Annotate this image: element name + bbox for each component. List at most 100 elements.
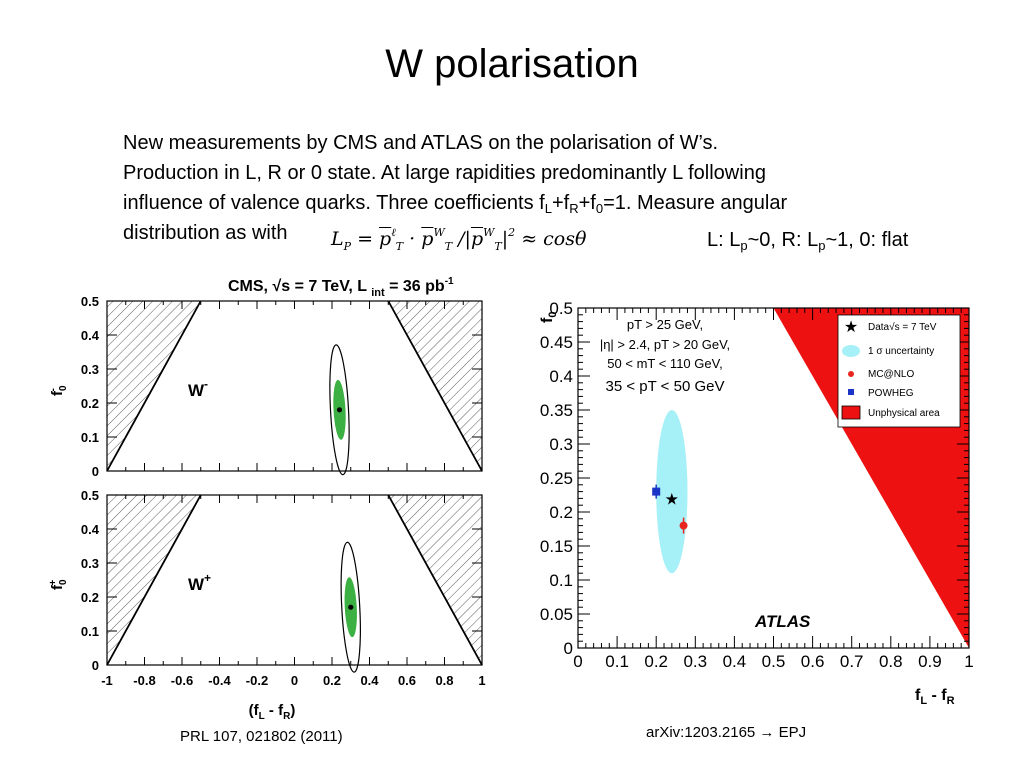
x-tick-label: 0.4 <box>723 652 747 671</box>
coeff-post: =1. Measure angular <box>603 192 788 214</box>
para-line-3: influence of valence quarks. Three coeff… <box>123 188 983 218</box>
para-line-2: Production in L, R or 0 state. At large … <box>123 162 766 184</box>
y-tick-label: 0.2 <box>549 503 573 522</box>
cms-figure: CMS, √s = 7 TeV, L int = 36 pb-1 0 0.1 0.2… <box>40 265 492 725</box>
x-tick-label: 1 <box>964 652 973 671</box>
limits-r-sub: p <box>818 238 826 253</box>
data-point-star: ★ <box>665 491 679 508</box>
y-tick-label: 0.4 <box>81 328 100 343</box>
boundary-right <box>387 300 483 472</box>
uncertainty-ellipse <box>656 410 688 574</box>
atlas-axes: 0 0.05 0.1 0.15 0.2 0.25 0.3 0.35 0.4 0.45 0.5 0 0.1… <box>539 299 974 707</box>
y-tick-label: 0.5 <box>81 294 99 309</box>
x-tick-label: -0.6 <box>171 673 193 688</box>
y-tick-label: 0.5 <box>549 299 573 318</box>
x-tick-label: 0.6 <box>398 673 416 688</box>
y-tick-label: 0 <box>92 658 99 673</box>
y-tick-label: 0.2 <box>81 590 99 605</box>
y-tick-label: 0 <box>92 464 99 479</box>
legend-unphysical-marker <box>841 405 861 420</box>
x-tick-label: -1 <box>101 673 113 688</box>
contour-outer <box>329 344 350 476</box>
atlas-plot: 0 0.05 0.1 0.15 0.2 0.25 0.3 0.35 0.4 0.45 0.5 0 0.1… <box>539 299 974 707</box>
legend-entry: Unphysical area <box>868 408 940 419</box>
cut-line: 50 < mT < 110 GeV, <box>607 356 722 371</box>
mcnlo-point <box>679 521 688 530</box>
boundary-left <box>106 494 202 666</box>
formula-p1: p <box>379 228 392 250</box>
y-tick-label: 0.15 <box>540 537 573 556</box>
y-tick-label: 0.05 <box>540 605 573 624</box>
formula-lp-sub: P <box>343 240 352 253</box>
legend-entry: MC@NLO <box>868 369 914 380</box>
x-tick-label: 0.8 <box>879 652 903 671</box>
y-tick-label: 0.45 <box>540 333 573 352</box>
limits-l: L: L <box>707 229 741 251</box>
x-tick-label: 0.2 <box>644 652 668 671</box>
cms-reference: PRL 107, 021802 (2011) <box>180 728 343 745</box>
y-tick-label: 0.1 <box>81 430 99 445</box>
cms-header: CMS, √s = 7 TeV, L int = 36 pb-1 <box>228 276 454 299</box>
y-tick-label: 0.3 <box>81 362 99 377</box>
powheg-point <box>652 487 661 496</box>
limits-r: ~0, R: L <box>747 229 819 251</box>
cms-panel-wminus: 0 0.1 0.2 0.3 0.4 0.5 W-f0- <box>48 294 483 479</box>
limits-l-sub: p <box>740 238 748 253</box>
x-tick-label: 0.3 <box>683 652 707 671</box>
coeff-plus-1: +f <box>551 192 570 214</box>
atlas-reference: arXiv:1203.2165 → EPJ <box>646 724 807 741</box>
legend-ellipse-marker <box>842 345 860 357</box>
y-tick-label: 0.1 <box>81 624 99 639</box>
intro-paragraph: New measurements by CMS and ATLAS on the… <box>123 128 983 248</box>
coeff-text: influence of valence quarks. Three coeff… <box>123 192 545 214</box>
contour-outer <box>340 541 361 673</box>
y-tick-label: 0.4 <box>549 367 573 386</box>
formula-p3-sub: T <box>494 240 502 253</box>
formula-p2-sub: T <box>444 240 453 253</box>
cut-line: |η| > 2.4, pT > 20 GeV, <box>600 337 730 352</box>
y-tick-label: 0.3 <box>549 435 573 454</box>
x-tick-label: 0.8 <box>435 673 453 688</box>
formula-bar: | <box>501 228 509 250</box>
formula-p2: p <box>421 228 434 250</box>
legend-mcnlo-marker <box>848 371 854 377</box>
formula-p1-sub: T <box>395 240 404 253</box>
legend-powheg-marker <box>848 389 854 395</box>
x-tick-label: 1 <box>478 673 485 688</box>
atlas-brand: ATLAS <box>754 612 811 631</box>
panel-label: W- <box>188 377 208 400</box>
legend-entry: Data√s = 7 TeV <box>868 321 937 333</box>
y-axis-label: f0 <box>539 312 559 323</box>
y-tick-label: 0.35 <box>540 401 573 420</box>
formula-approx: ≈ cosθ <box>515 228 587 250</box>
x-tick-label: -0.4 <box>208 673 231 688</box>
legend-entry: POWHEG <box>868 388 914 399</box>
x-tick-label: 0.7 <box>840 652 864 671</box>
formula-p3-sup: W <box>483 226 495 239</box>
limits-flat: ~1, 0: flat <box>825 229 909 251</box>
x-tick-label: 0.2 <box>323 673 341 688</box>
cms-panel-wplus: 0 0.1 0.2 0.3 0.4 0.5 -1 -0.8 -0.6 -0.4 -0.2 0 0.2 0.… <box>48 488 486 688</box>
measured-point <box>348 604 354 610</box>
y-axis-label: f0+ <box>48 579 69 590</box>
y-tick-label: 0.2 <box>81 396 99 411</box>
slide-title: W polarisation <box>385 42 639 86</box>
formula-p3: p <box>470 228 484 250</box>
x-tick-label: 0 <box>573 652 582 671</box>
formula-lp: L <box>331 228 344 250</box>
coeff-plus-2: +f <box>578 192 596 214</box>
legend-star-marker: ★ <box>844 319 858 336</box>
coeff-sub-l: L <box>544 201 552 216</box>
boundary-right <box>387 494 483 666</box>
y-tick-label: 0.3 <box>81 556 99 571</box>
y-tick-label: 0.4 <box>81 522 100 537</box>
coeff-sub-r: R <box>569 201 579 216</box>
x-tick-label: -0.8 <box>133 673 155 688</box>
formula-pow: 2 <box>508 226 516 239</box>
x-tick-label: 0.9 <box>918 652 942 671</box>
boundary-left <box>106 300 202 472</box>
lp-formula: LP = pℓT · pWT /|pWT|2 ≈ cosθ <box>331 222 647 256</box>
legend-entry: 1 σ uncertainty <box>868 346 934 357</box>
formula-p1-sup: ℓ <box>391 226 396 239</box>
x-tick-label: 0.6 <box>801 652 825 671</box>
